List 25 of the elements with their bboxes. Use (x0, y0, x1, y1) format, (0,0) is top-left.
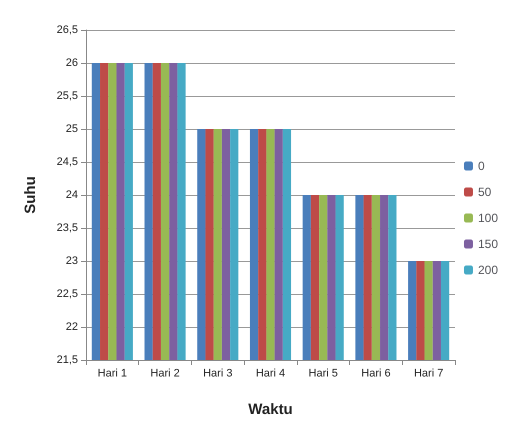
legend-label: 200 (478, 263, 498, 277)
y-tick-label: 25,5 (56, 90, 78, 102)
y-tick-label: 24,5 (56, 156, 78, 168)
x-tick-label: Hari 6 (361, 368, 391, 380)
legend-label: 0 (478, 159, 485, 173)
x-tick-label: Hari 3 (203, 368, 232, 380)
legend-label: 100 (478, 211, 498, 225)
x-tick-label: Hari 1 (98, 368, 128, 380)
y-tick-label: 22,5 (56, 288, 78, 300)
y-tick-label: 23,5 (56, 222, 78, 234)
x-tick-label: Hari 7 (414, 368, 444, 380)
y-tick-label: 21,5 (56, 354, 78, 366)
x-tick-label: Hari 2 (150, 368, 180, 380)
x-tick-label: Hari 5 (308, 368, 338, 380)
y-tick-label: 25 (66, 123, 78, 135)
y-tick-label: 23 (66, 255, 78, 267)
legend-label: 150 (478, 237, 498, 251)
legend-label: 50 (478, 185, 492, 199)
y-tick-label: 24 (66, 189, 78, 201)
y-tick-label: 26,5 (56, 24, 78, 36)
y-tick-label: 22 (66, 321, 78, 333)
y-axis-title: Suhu (22, 176, 39, 214)
x-tick-label: Hari 4 (256, 368, 286, 380)
x-axis-title: Waktu (248, 401, 293, 418)
y-tick-label: 26 (66, 57, 78, 69)
